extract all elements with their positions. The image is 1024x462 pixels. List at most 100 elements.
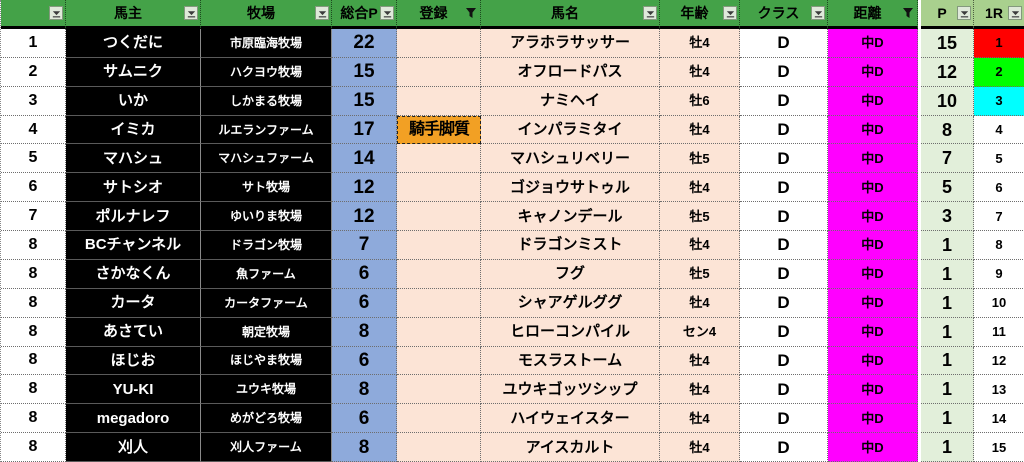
cell-farm[interactable]: ドラゴン牧場 xyxy=(201,231,332,260)
cell-age[interactable]: 牡4 xyxy=(660,29,740,58)
cell-registration[interactable] xyxy=(397,375,481,405)
cell-total-p[interactable]: 6 xyxy=(332,288,397,318)
cell-farm[interactable]: 朝定牧場 xyxy=(201,317,332,347)
filter-dropdown-icon[interactable] xyxy=(315,6,329,20)
cell-class[interactable]: D xyxy=(740,86,828,116)
cell-age[interactable]: 牡4 xyxy=(660,346,740,376)
cell-rank[interactable]: 4 xyxy=(1,115,66,145)
cell-registration[interactable] xyxy=(397,86,481,116)
cell-p[interactable]: 8 xyxy=(921,115,974,145)
cell-distance[interactable]: 中D xyxy=(828,346,918,376)
cell-distance[interactable]: 中D xyxy=(828,173,918,203)
header-horse-name[interactable]: 馬名 xyxy=(481,0,660,29)
filter-dropdown-icon[interactable] xyxy=(380,6,394,20)
filter-dropdown-icon[interactable] xyxy=(1008,6,1022,20)
header-1r[interactable]: 1R xyxy=(974,0,1024,29)
cell-class[interactable]: D xyxy=(740,346,828,376)
cell-p[interactable]: 15 xyxy=(921,29,974,58)
cell-farm[interactable]: マハシュファーム xyxy=(201,144,332,174)
cell-1r[interactable]: 13 xyxy=(974,375,1024,405)
cell-p[interactable]: 1 xyxy=(921,375,974,405)
cell-class[interactable]: D xyxy=(740,144,828,174)
cell-class[interactable]: D xyxy=(740,115,828,145)
cell-class[interactable]: D xyxy=(740,404,828,434)
cell-owner[interactable]: いか xyxy=(66,86,201,116)
cell-registration[interactable] xyxy=(397,288,481,318)
cell-distance[interactable]: 中D xyxy=(828,202,918,232)
cell-1r[interactable]: 14 xyxy=(974,404,1024,434)
cell-1r[interactable]: 10 xyxy=(974,288,1024,318)
cell-distance[interactable]: 中D xyxy=(828,375,918,405)
cell-age[interactable]: セン4 xyxy=(660,317,740,347)
cell-registration[interactable] xyxy=(397,317,481,347)
cell-total-p[interactable]: 12 xyxy=(332,202,397,232)
cell-distance[interactable]: 中D xyxy=(828,144,918,174)
cell-1r[interactable]: 7 xyxy=(974,202,1024,232)
cell-class[interactable]: D xyxy=(740,433,828,462)
cell-registration[interactable] xyxy=(397,202,481,232)
cell-rank[interactable]: 8 xyxy=(1,288,66,318)
cell-p[interactable]: 7 xyxy=(921,144,974,174)
cell-rank[interactable]: 7 xyxy=(1,202,66,232)
cell-p[interactable]: 10 xyxy=(921,86,974,116)
cell-total-p[interactable]: 14 xyxy=(332,144,397,174)
cell-total-p[interactable]: 12 xyxy=(332,173,397,203)
cell-total-p[interactable]: 22 xyxy=(332,29,397,58)
header-owner[interactable]: 馬主 xyxy=(66,0,201,29)
cell-class[interactable]: D xyxy=(740,231,828,260)
cell-class[interactable]: D xyxy=(740,29,828,58)
cell-rank[interactable]: 8 xyxy=(1,346,66,376)
cell-horse-name[interactable]: アラホラサッサー xyxy=(481,29,660,58)
header-farm[interactable]: 牧場 xyxy=(201,0,332,29)
cell-rank[interactable]: 8 xyxy=(1,231,66,260)
cell-owner[interactable]: ポルナレフ xyxy=(66,202,201,232)
cell-age[interactable]: 牡4 xyxy=(660,115,740,145)
cell-age[interactable]: 牡5 xyxy=(660,144,740,174)
cell-farm[interactable]: 刈人ファーム xyxy=(201,433,332,462)
cell-registration[interactable] xyxy=(397,346,481,376)
cell-owner[interactable]: megadoro xyxy=(66,404,201,434)
cell-horse-name[interactable]: フグ xyxy=(481,259,660,289)
cell-p[interactable]: 1 xyxy=(921,433,974,462)
cell-class[interactable]: D xyxy=(740,317,828,347)
cell-registration[interactable]: 騎手脚質 xyxy=(397,115,481,145)
cell-age[interactable]: 牡4 xyxy=(660,57,740,87)
cell-owner[interactable]: あさてい xyxy=(66,317,201,347)
cell-farm[interactable]: ハクヨウ牧場 xyxy=(201,57,332,87)
cell-rank[interactable]: 1 xyxy=(1,29,66,58)
cell-owner[interactable]: YU-KI xyxy=(66,375,201,405)
cell-distance[interactable]: 中D xyxy=(828,231,918,260)
cell-registration[interactable] xyxy=(397,29,481,58)
cell-class[interactable]: D xyxy=(740,375,828,405)
cell-age[interactable]: 牡4 xyxy=(660,288,740,318)
cell-horse-name[interactable]: オフロードパス xyxy=(481,57,660,87)
cell-distance[interactable]: 中D xyxy=(828,404,918,434)
filter-dropdown-icon[interactable] xyxy=(184,6,198,20)
header-total-p[interactable]: 総合P xyxy=(332,0,397,29)
cell-total-p[interactable]: 6 xyxy=(332,259,397,289)
cell-registration[interactable] xyxy=(397,144,481,174)
cell-rank[interactable]: 2 xyxy=(1,57,66,87)
cell-registration[interactable] xyxy=(397,173,481,203)
header-blank[interactable] xyxy=(1,0,66,29)
cell-total-p[interactable]: 15 xyxy=(332,57,397,87)
cell-distance[interactable]: 中D xyxy=(828,86,918,116)
cell-horse-name[interactable]: モスラストーム xyxy=(481,346,660,376)
cell-total-p[interactable]: 7 xyxy=(332,231,397,260)
cell-registration[interactable] xyxy=(397,259,481,289)
cell-distance[interactable]: 中D xyxy=(828,57,918,87)
cell-class[interactable]: D xyxy=(740,202,828,232)
header-registration[interactable]: 登録 xyxy=(397,0,481,29)
cell-1r[interactable]: 11 xyxy=(974,317,1024,347)
cell-horse-name[interactable]: キャノンデール xyxy=(481,202,660,232)
cell-total-p[interactable]: 8 xyxy=(332,317,397,347)
cell-rank[interactable]: 3 xyxy=(1,86,66,116)
header-distance[interactable]: 距離 xyxy=(828,0,918,29)
cell-owner[interactable]: イミカ xyxy=(66,115,201,145)
cell-p[interactable]: 12 xyxy=(921,57,974,87)
filter-dropdown-icon[interactable] xyxy=(643,6,657,20)
cell-farm[interactable]: ほじやま牧場 xyxy=(201,346,332,376)
cell-age[interactable]: 牡4 xyxy=(660,375,740,405)
filter-dropdown-icon[interactable] xyxy=(49,6,63,20)
cell-owner[interactable]: サトシオ xyxy=(66,173,201,203)
